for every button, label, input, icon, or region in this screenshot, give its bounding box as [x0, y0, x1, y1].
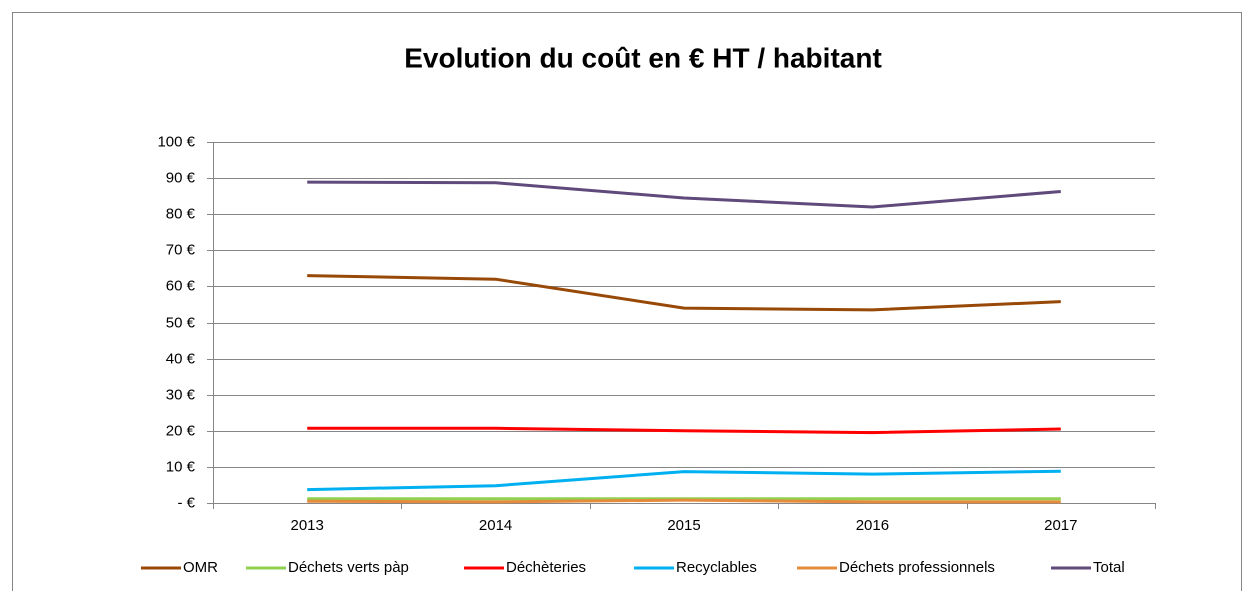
y-tick-label: 70 € [166, 241, 196, 258]
series-line [307, 498, 1061, 504]
legend-label: Recyclables [676, 559, 757, 576]
series-line [307, 426, 1061, 435]
y-tick-label: 50 € [166, 314, 196, 331]
legend-label: Déchets verts pàp [288, 559, 409, 576]
y-tick-label: 80 € [166, 205, 196, 222]
legend-label: Déchèteries [506, 559, 586, 576]
x-tick-label: 2013 [291, 517, 324, 534]
y-tick-label: 100 € [157, 133, 195, 150]
y-tick-label: 20 € [166, 422, 196, 439]
y-tick-label: 10 € [166, 458, 196, 475]
chart-frame [12, 12, 1242, 591]
y-tick-label: 30 € [166, 386, 196, 403]
x-tick-label: 2015 [667, 517, 700, 534]
y-tick-label: - € [177, 494, 195, 511]
legend-label: Déchets professionnels [839, 559, 995, 576]
series-line [307, 180, 1061, 209]
x-tick-label: 2017 [1044, 517, 1077, 534]
legend-label: Total [1093, 559, 1125, 576]
y-tick-label: 90 € [166, 169, 196, 186]
chart-title: Evolution du coût en € HT / habitant [404, 42, 882, 73]
series-line [307, 469, 1061, 492]
series-line [307, 274, 1061, 312]
y-tick-label: 60 € [166, 277, 196, 294]
y-tick-label: 40 € [166, 350, 196, 367]
legend-label: OMR [183, 559, 218, 576]
x-tick-label: 2014 [479, 517, 512, 534]
x-tick-label: 2016 [856, 517, 889, 534]
